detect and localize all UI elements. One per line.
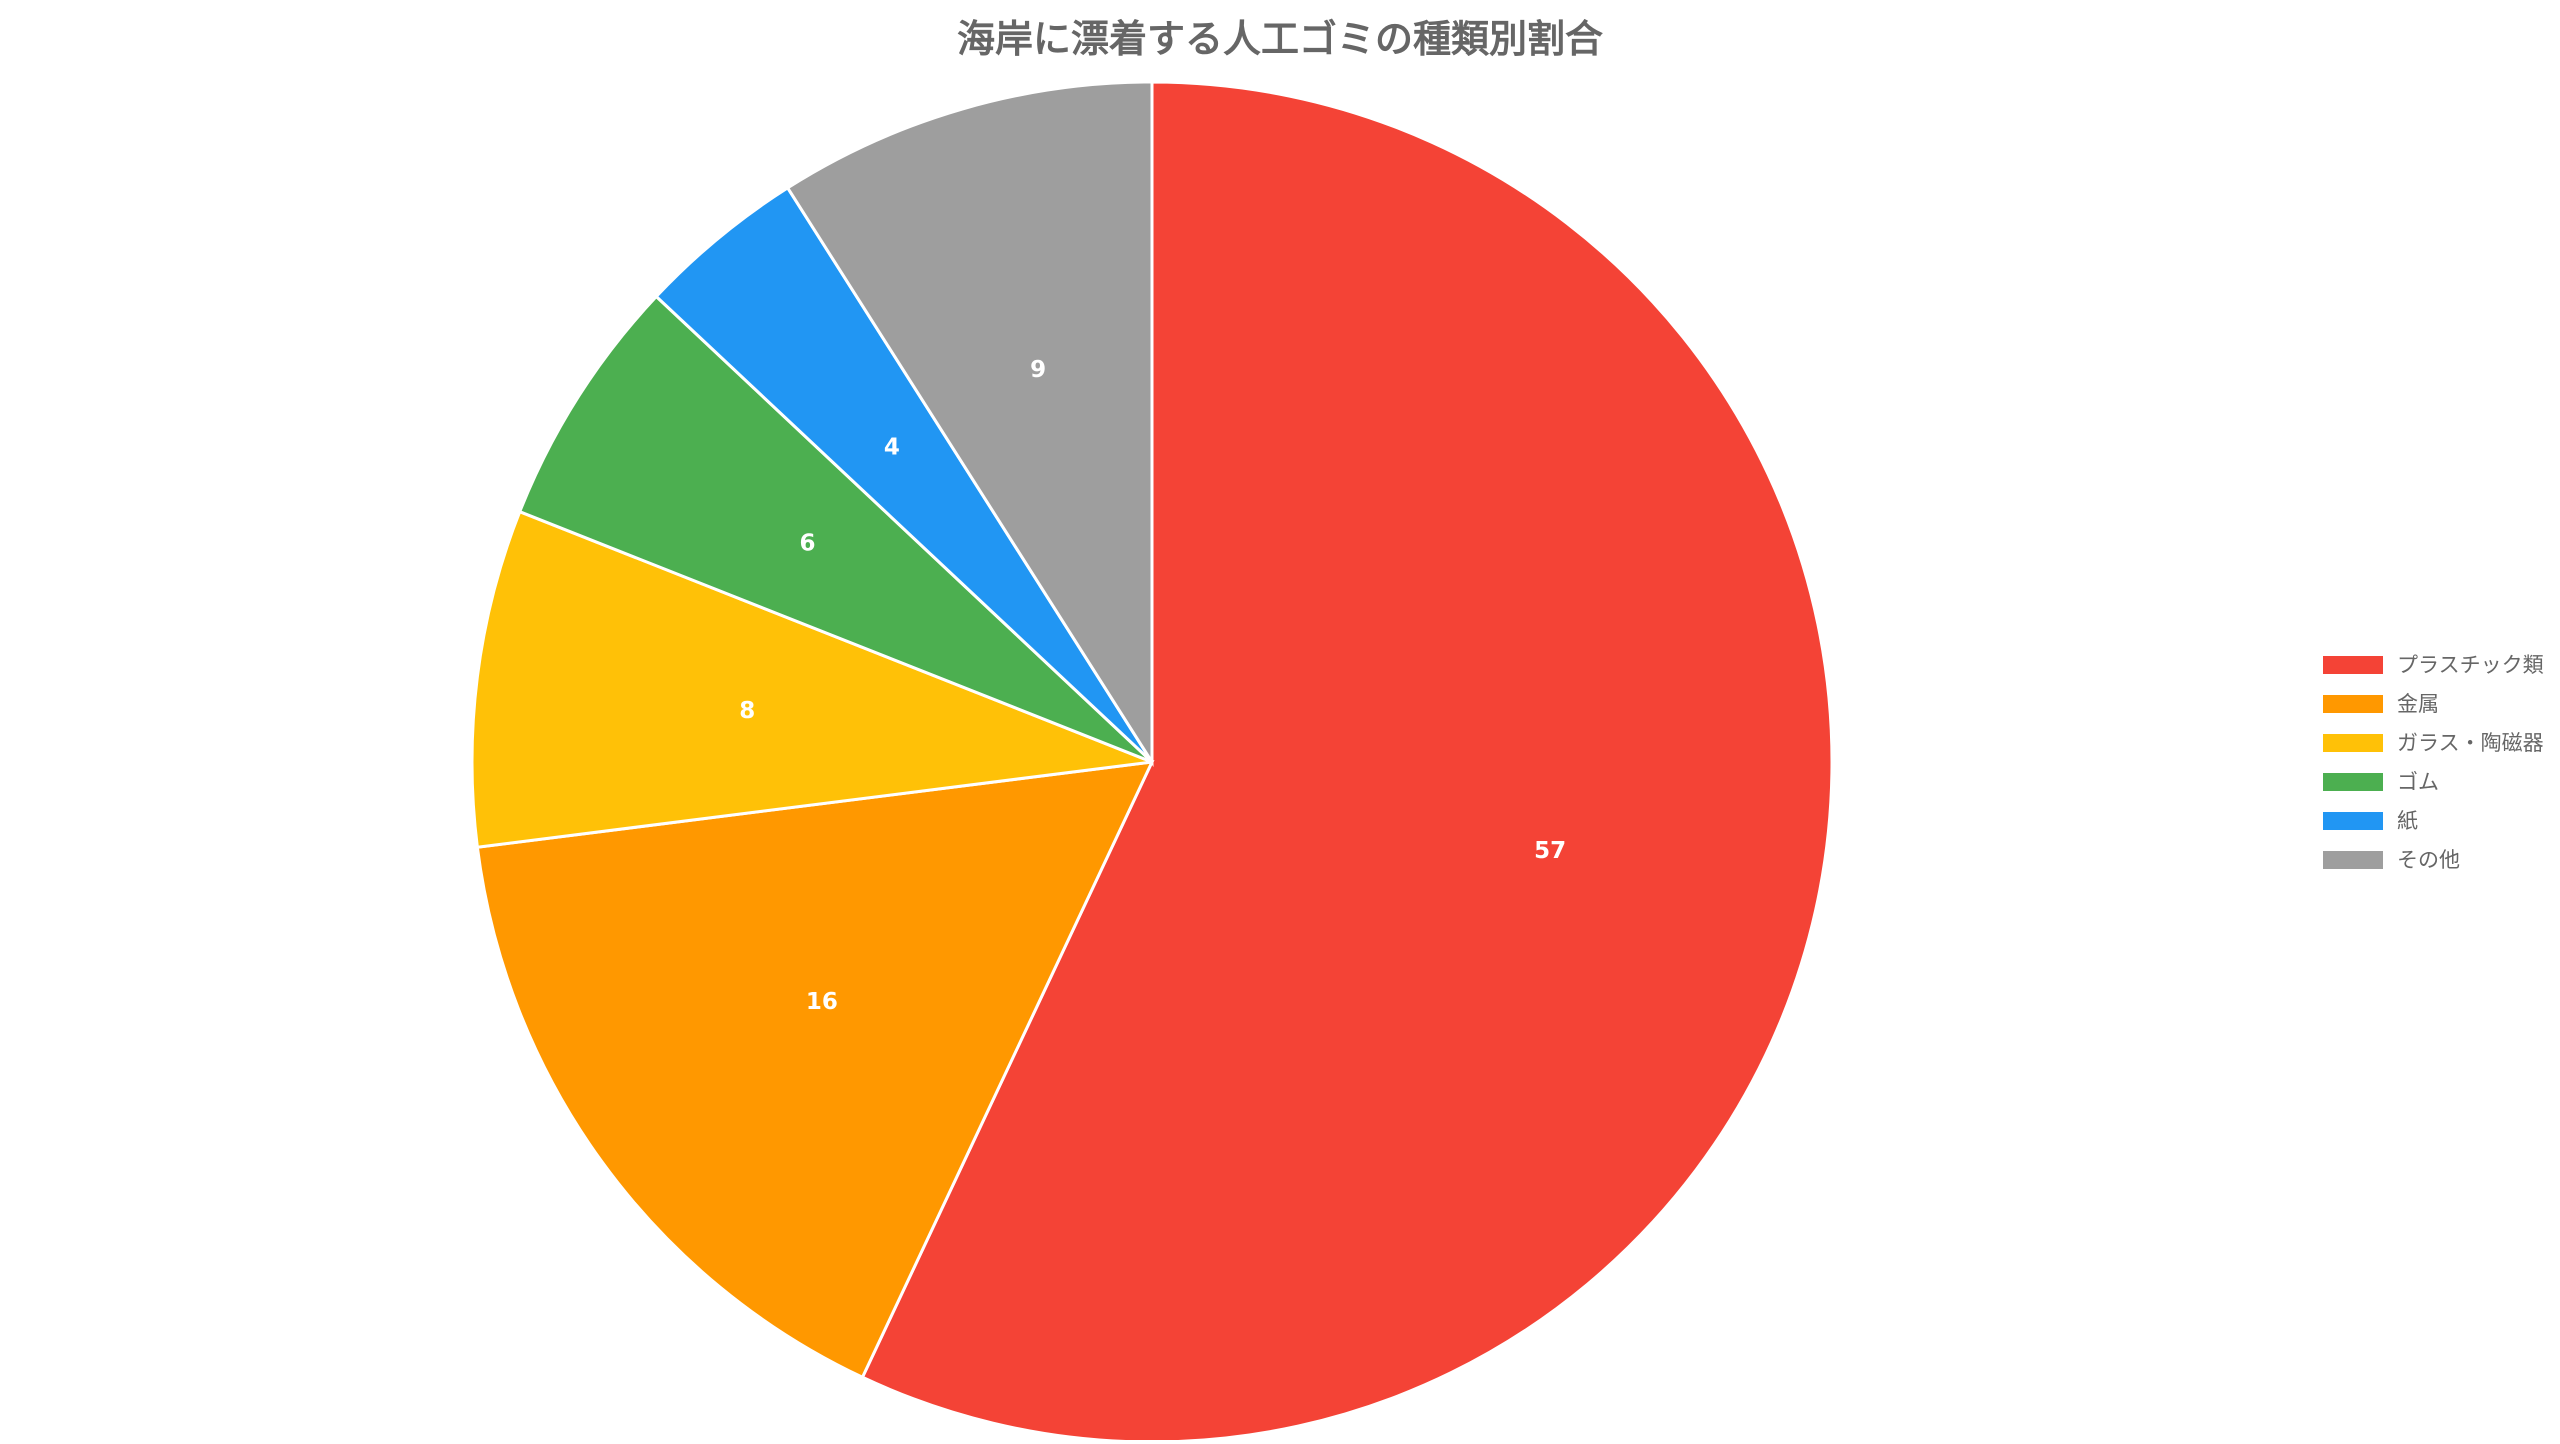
legend-swatch [2323,656,2383,674]
pie-data-labels: 57 16 8 6 4 9 [739,357,1566,1015]
legend-swatch [2323,695,2383,713]
slice-1-data-label: 16 [806,989,838,1015]
legend-item[interactable]: 金属 [2323,692,2439,716]
slice-1-wedge[interactable] [475,760,1155,1380]
slice-3-wedge[interactable] [517,294,1154,764]
legend-label: ガラス・陶磁器 [2397,731,2544,755]
legend-label: プラスチック類 [2397,653,2544,677]
slice-3-data-label: 6 [800,530,816,556]
legend-item[interactable]: その他 [2323,848,2460,872]
pie-slices [470,80,1834,1444]
slice-4-data-label: 4 [884,435,900,461]
slice-5-wedge[interactable] [785,80,1154,768]
slice-2-data-label: 8 [739,698,755,724]
slice-0-wedge[interactable] [860,80,1834,1444]
legend-label: 紙 [2397,809,2418,833]
legend-item[interactable]: ゴム [2323,770,2439,794]
legend-item[interactable]: ガラス・陶磁器 [2323,731,2544,755]
legend-swatch [2323,734,2383,752]
slice-5-data-label: 9 [1030,357,1046,383]
slice-0-data-label: 57 [1534,838,1566,864]
legend-item[interactable]: プラスチック類 [2323,653,2544,677]
slice-2-wedge[interactable] [470,509,1153,849]
legend-item[interactable]: 紙 [2323,809,2418,833]
legend-swatch [2323,851,2383,869]
legend-swatch [2323,773,2383,791]
legend-label: その他 [2397,848,2460,872]
legend-label: ゴム [2397,770,2439,794]
legend-label: 金属 [2397,692,2439,716]
legend-swatch [2323,812,2383,830]
chart-title: 海岸に漂着する人工ゴミの種類別割合 [957,17,1603,61]
